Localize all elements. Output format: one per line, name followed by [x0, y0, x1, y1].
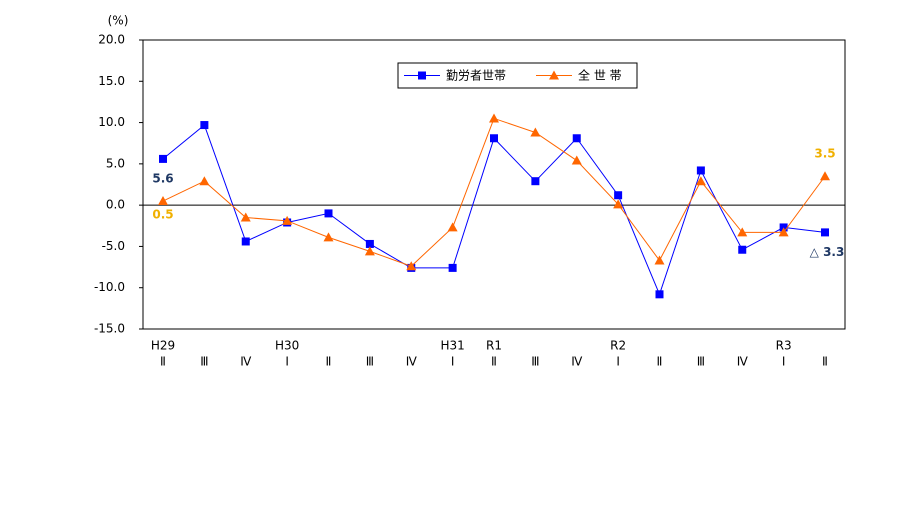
point [323, 232, 334, 242]
point [199, 176, 210, 186]
x-tick-label: H30 [275, 339, 299, 353]
point [490, 134, 498, 143]
y-tick-label: 5.0 [106, 156, 125, 170]
x-tick-label: Ⅲ [531, 355, 539, 369]
x-tick-label: Ⅲ [366, 355, 374, 369]
point [240, 212, 251, 222]
x-tick-label: H31 [440, 339, 464, 353]
y-unit: (%) [108, 14, 129, 28]
y-tick-label: -10.0 [94, 280, 125, 294]
point [364, 246, 375, 256]
point [778, 227, 789, 237]
y-tick-label: 10.0 [98, 115, 125, 129]
point [696, 166, 705, 175]
legend-label: 勤労者世帯 [446, 69, 506, 83]
point [241, 237, 250, 246]
x-tick-label: Ⅳ [737, 355, 748, 369]
x-tick-label: Ⅱ [160, 355, 166, 369]
x-tick-label: Ⅱ [491, 355, 497, 369]
point [448, 263, 457, 272]
point [158, 196, 168, 206]
x-tick-label: Ⅳ [240, 355, 251, 369]
x-tick-label: Ⅰ [451, 355, 455, 369]
point [821, 228, 829, 237]
x-tick-label: Ⅰ [782, 355, 786, 369]
point [549, 70, 559, 80]
x-tick-label: H29 [151, 339, 175, 353]
y-tick-label: 20.0 [98, 33, 125, 47]
plot-area [142, 39, 846, 330]
point [654, 255, 665, 265]
y-tick-label: 0.0 [106, 198, 125, 212]
point [737, 227, 748, 237]
data-label: 0.5 [152, 208, 173, 222]
legend-label: 全 世 帯 [578, 68, 622, 83]
point [365, 239, 374, 248]
data-label: 5.6 [152, 171, 173, 185]
point [613, 199, 624, 209]
point [489, 113, 499, 123]
point [571, 155, 582, 165]
x-tick-label: Ⅱ [822, 355, 828, 369]
x-tick-label: Ⅱ [326, 355, 332, 369]
x-tick-label: R1 [486, 339, 502, 353]
point [695, 176, 706, 186]
point [530, 127, 541, 137]
x-tick-label: Ⅳ [406, 355, 417, 369]
x-tick-label: Ⅰ [285, 355, 289, 369]
point [447, 222, 458, 232]
point [418, 71, 426, 80]
x-tick-label: Ⅲ [697, 355, 705, 369]
x-tick-label: Ⅳ [571, 355, 582, 369]
y-tick-label: -15.0 [94, 322, 125, 336]
point [531, 177, 540, 186]
point [614, 191, 623, 200]
data-label: △ 3.3 [810, 245, 845, 259]
y-tick-label: -5.0 [102, 239, 125, 253]
point [324, 209, 333, 218]
point [738, 245, 747, 254]
y-tick-label: 15.0 [98, 74, 125, 88]
point [406, 261, 417, 271]
x-tick-label: R3 [776, 339, 792, 353]
x-tick-label: Ⅰ [616, 355, 620, 369]
point [820, 171, 830, 181]
legend-box [397, 62, 638, 89]
x-tick-label: R2 [610, 339, 626, 353]
x-tick-label: Ⅱ [657, 355, 663, 369]
point [200, 121, 209, 130]
data-label: 3.5 [814, 147, 835, 161]
point [572, 134, 581, 143]
x-tick-label: Ⅲ [200, 355, 208, 369]
point [159, 154, 167, 163]
point [282, 215, 293, 225]
point [655, 290, 664, 299]
